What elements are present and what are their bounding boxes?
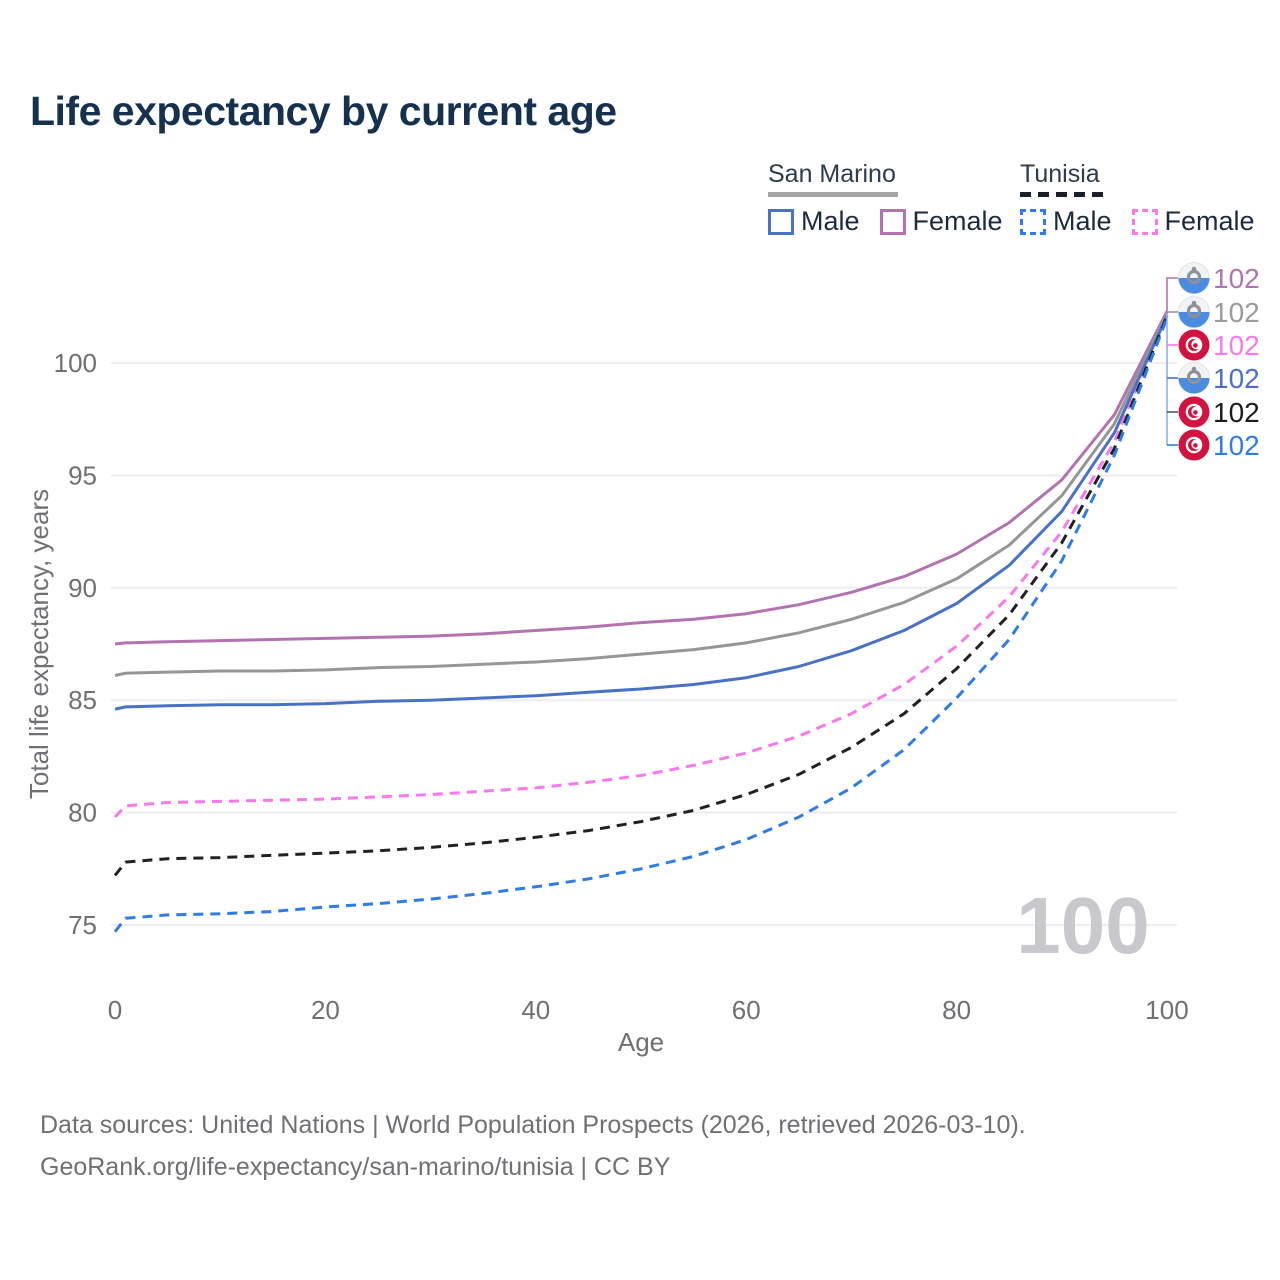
x-tick-label: 100: [1145, 995, 1188, 1025]
y-tick-label: 95: [68, 460, 97, 490]
legend-item-label: Male: [801, 206, 860, 236]
legend-country-san-marino: San Marino: [768, 160, 896, 188]
end-value-label-tunisia-female: 102: [1213, 330, 1260, 361]
y-tick-label: 90: [68, 573, 97, 603]
end-value-label-san-marino-total: 102: [1213, 297, 1260, 328]
line-tunisia-male[interactable]: [113, 317, 1169, 933]
legend-group-tunisia: Tunisia Male Female: [1020, 160, 1255, 237]
attribution-link[interactable]: GeoRank.org/life-expectancy/san-marino/t…: [40, 1153, 671, 1181]
end-value-label-tunisia-male: 102: [1213, 430, 1260, 461]
line-san-marino-male[interactable]: [114, 315, 1169, 711]
legend-item-label: Female: [1164, 206, 1255, 236]
legend: San Marino Male Female Tunisia Male: [0, 160, 1280, 250]
tunisia-linestyle-swatch: [1020, 192, 1104, 197]
y-axis-title: Total life expectancy, years: [24, 489, 54, 799]
x-axis-title: Age: [618, 1027, 664, 1057]
x-tick-label: 0: [108, 995, 122, 1025]
legend-item-san-marino-female[interactable]: Female: [879, 206, 1003, 237]
end-marker-tunisia-total[interactable]: [1178, 396, 1210, 428]
san-marino-linestyle-swatch: [768, 192, 898, 197]
x-tick-label: 60: [732, 995, 761, 1025]
legend-item-san-marino-male[interactable]: Male: [768, 206, 860, 237]
end-leader-lines: [1166, 277, 1178, 446]
y-tick-label: 100: [54, 348, 97, 378]
legend-item-tunisia-female[interactable]: Female: [1131, 206, 1255, 237]
legend-item-tunisia-male[interactable]: Male: [1020, 206, 1112, 237]
tunisia-female-swatch: [1131, 208, 1158, 235]
end-marker-san-marino-female[interactable]: [1178, 262, 1210, 294]
y-tick-label: 80: [68, 798, 97, 828]
line-san-marino-female[interactable]: [114, 310, 1169, 646]
end-marker-tunisia-female[interactable]: [1178, 329, 1210, 361]
page-title: Life expectancy by current age: [30, 88, 617, 134]
y-tick-label: 85: [68, 685, 97, 715]
line-tunisia-total[interactable]: [113, 315, 1169, 877]
data-sources-text: Data sources: United Nations | World Pop…: [40, 1111, 1026, 1139]
tunisia-male-swatch: [1020, 208, 1046, 235]
age-watermark: 100: [1016, 881, 1149, 970]
y-tick-label: 75: [68, 910, 97, 940]
legend-item-label: Male: [1053, 206, 1112, 236]
line-tunisia-female[interactable]: [113, 312, 1169, 819]
san-marino-female-swatch: [879, 208, 906, 235]
x-tick-label: 40: [521, 995, 550, 1025]
end-marker-tunisia-male[interactable]: [1178, 429, 1210, 461]
x-tick-label: 20: [311, 995, 340, 1025]
end-value-label-san-marino-female: 102: [1213, 263, 1260, 294]
end-marker-san-marino-total[interactable]: [1178, 296, 1210, 328]
end-marker-san-marino-male[interactable]: [1178, 362, 1210, 394]
line-san-marino-total[interactable]: [114, 312, 1169, 677]
chart-footer: Data sources: United Nations | World Pop…: [40, 1104, 1026, 1188]
end-value-label-san-marino-male: 102: [1213, 363, 1260, 394]
legend-item-label: Female: [912, 206, 1003, 236]
legend-country-tunisia: Tunisia: [1020, 160, 1100, 188]
x-tick-label: 80: [942, 995, 971, 1025]
gridlines: 100 95 90 85 80 75: [54, 348, 1177, 940]
legend-group-san-marino: San Marino Male Female: [768, 160, 1003, 237]
san-marino-male-swatch: [768, 208, 794, 235]
end-value-label-tunisia-total: 102: [1213, 397, 1260, 428]
